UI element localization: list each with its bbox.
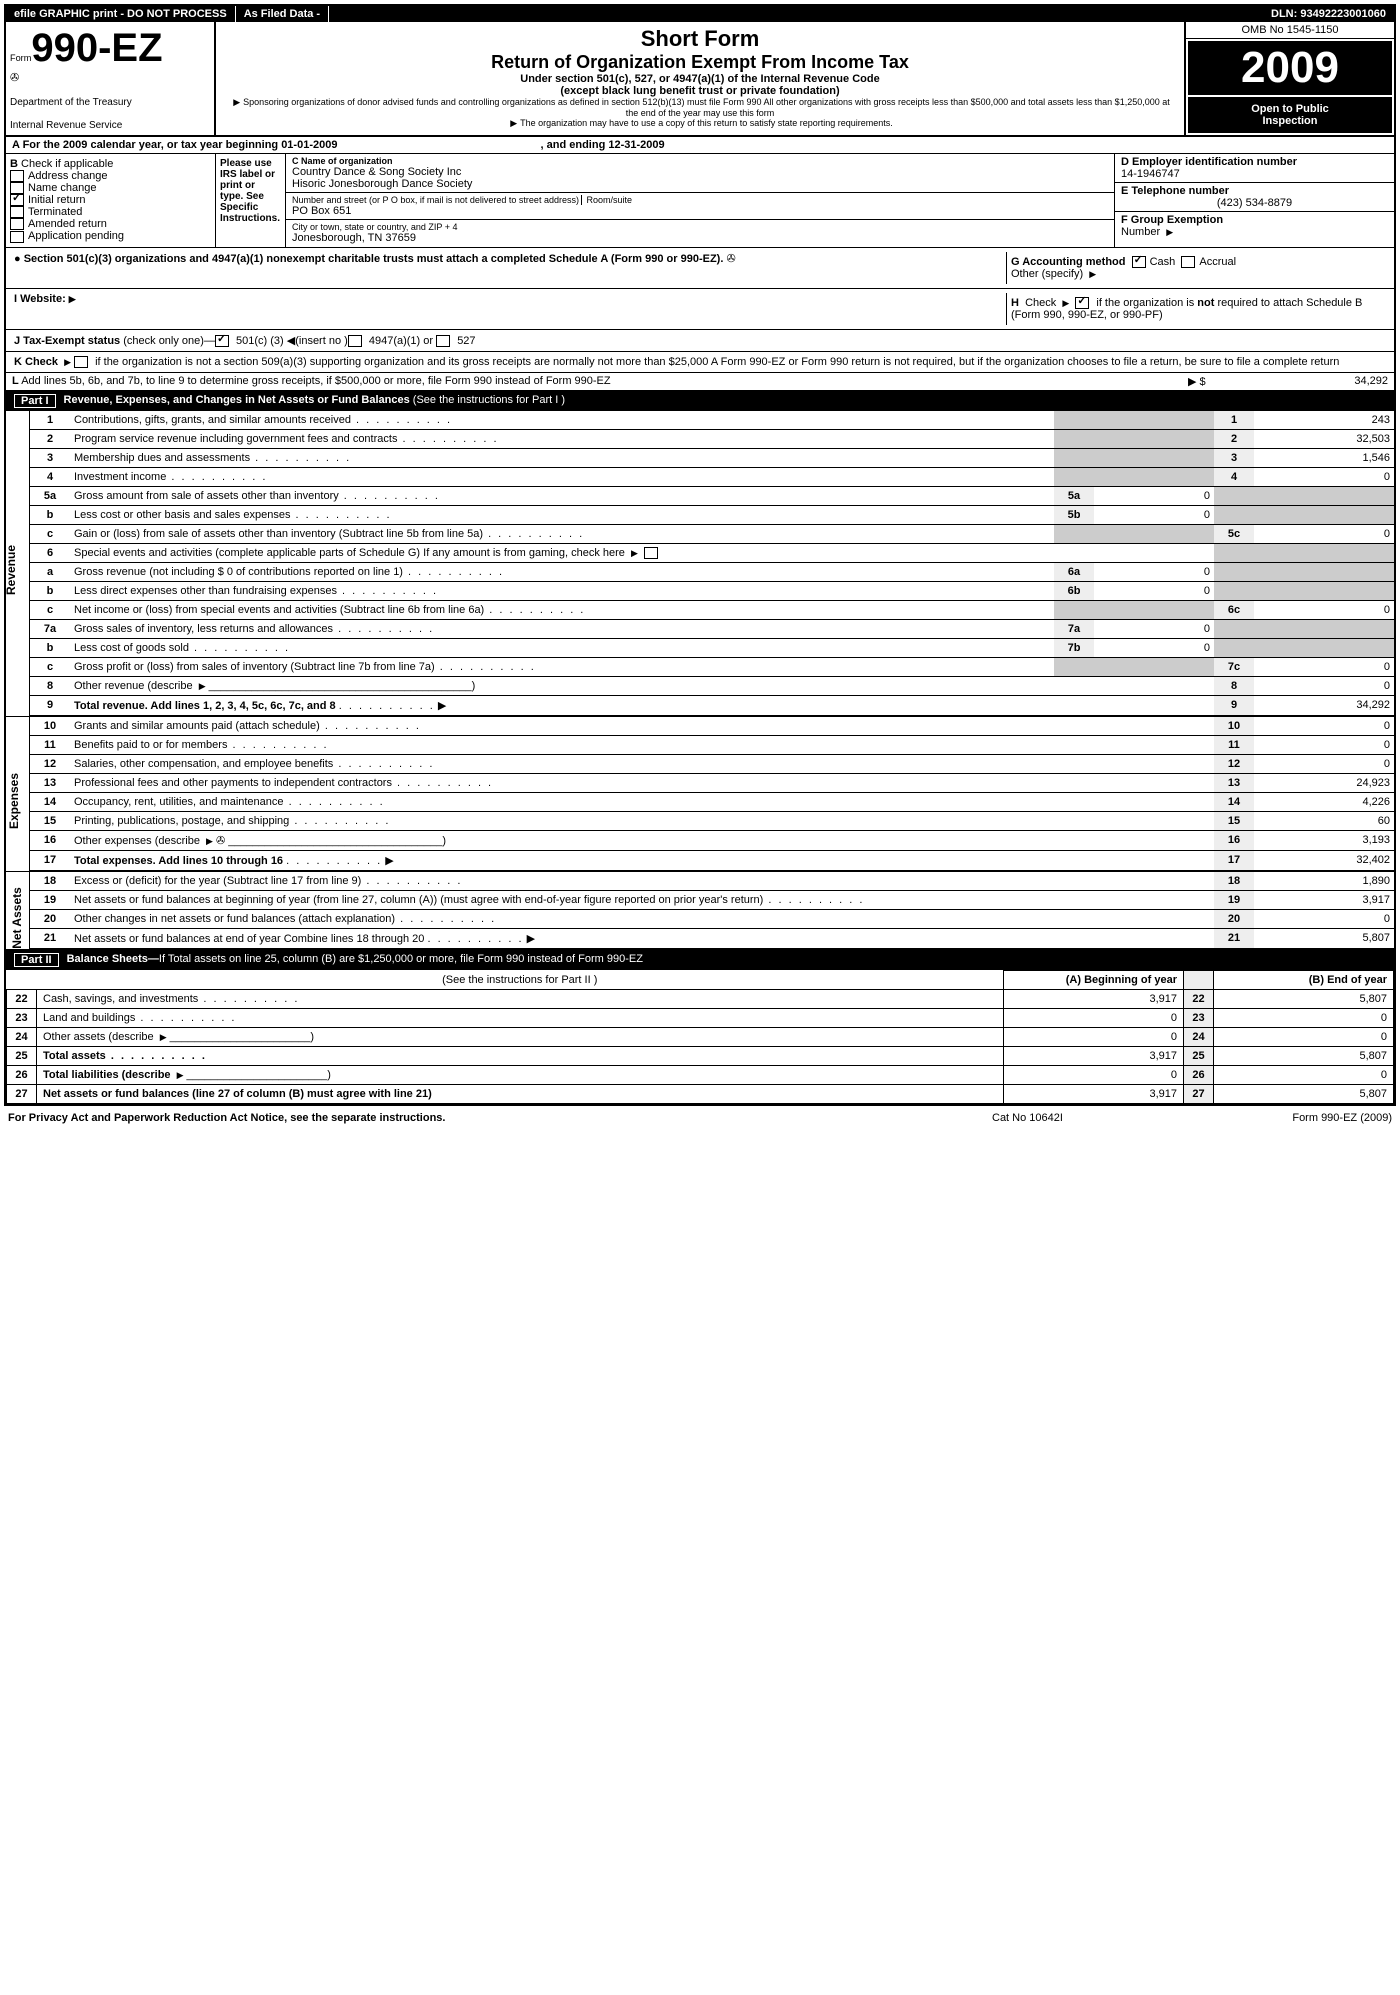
org-name-1: Country Dance & Song Society Inc	[292, 166, 1108, 178]
501c-checkbox[interactable]	[215, 335, 229, 347]
column-d: D Employer identification number 14-1946…	[1114, 154, 1394, 247]
form-ref: Form 990-EZ (2009)	[1192, 1112, 1392, 1124]
org-name-2: Hisoric Jonesborough Dance Society	[292, 178, 1108, 190]
please-use-label: Please use IRS label or print or type. S…	[216, 154, 286, 247]
form-prefix: Form	[10, 53, 31, 63]
accrual-checkbox[interactable]	[1181, 256, 1195, 268]
sponsor-note: Sponsoring organizations of donor advise…	[224, 97, 1176, 118]
header-right: OMB No 1545-1150 2009 Open to Public Ins…	[1184, 22, 1394, 135]
revenue-section: Revenue 1Contributions, gifts, grants, a…	[6, 411, 1394, 717]
expenses-table: 10Grants and similar amounts paid (attac…	[30, 717, 1394, 871]
column-c: C Name of organization Country Dance & S…	[286, 154, 1114, 247]
gross-receipts-value: 34,292	[1248, 375, 1388, 388]
net-assets-section: Net Assets 18Excess or (deficit) for the…	[6, 872, 1394, 950]
efile-label: efile GRAPHIC print - DO NOT PROCESS	[6, 6, 236, 22]
row-l: L Add lines 5b, 6b, and 7b, to line 9 to…	[6, 373, 1394, 391]
expenses-side-label: Expenses	[7, 773, 21, 829]
initial-return-checkbox[interactable]	[10, 194, 24, 206]
cash-checkbox[interactable]	[1132, 256, 1146, 268]
short-form-label: Short Form	[224, 26, 1176, 52]
form-990ez: efile GRAPHIC print - DO NOT PROCESS As …	[4, 4, 1396, 1106]
amended-return-checkbox[interactable]	[10, 218, 24, 230]
arrow-icon	[61, 356, 74, 368]
arrow-icon	[66, 293, 79, 305]
row-j: J Tax-Exempt status (check only one)— 50…	[6, 330, 1394, 352]
dept-treasury: Department of the Treasury	[10, 97, 210, 108]
page-footer: For Privacy Act and Paperwork Reduction …	[0, 1110, 1400, 1126]
row-a: A For the 2009 calendar year, or tax yea…	[6, 137, 1394, 154]
net-assets-table: 18Excess or (deficit) for the year (Subt…	[30, 872, 1394, 949]
street-value: PO Box 651	[292, 205, 1108, 217]
form-title: Return of Organization Exempt From Incom…	[224, 52, 1176, 73]
bs-row-23: 23Land and buildings0230	[7, 1009, 1394, 1028]
city-label: City or town, state or country, and ZIP …	[292, 222, 1108, 232]
part-2-header: Part II Balance Sheets— If Total assets …	[6, 950, 1394, 970]
bs-row-26: 26Total liabilities (describe __________…	[7, 1066, 1394, 1085]
schedule-b-checkbox[interactable]	[1075, 297, 1089, 309]
application-pending-checkbox[interactable]	[10, 231, 24, 243]
top-bar: efile GRAPHIC print - DO NOT PROCESS As …	[6, 6, 1394, 22]
as-filed-label: As Filed Data -	[236, 6, 329, 22]
attachment-icon: ✇	[726, 253, 735, 265]
4947-checkbox[interactable]	[348, 335, 362, 347]
tax-year: 2009	[1188, 41, 1392, 95]
bs-row-27: 27Net assets or fund balances (line 27 o…	[7, 1085, 1394, 1104]
section-bcd: B Check if applicable Address change Nam…	[6, 154, 1394, 248]
street-label: Number and street (or P O box, if mail i…	[292, 195, 1108, 205]
phone-value: (423) 534-8879	[1121, 197, 1388, 209]
expenses-section: Expenses 10Grants and similar amounts pa…	[6, 717, 1394, 872]
revenue-side-label: Revenue	[4, 545, 18, 595]
subtitle-1: Under section 501(c), 527, or 4947(a)(1)…	[224, 73, 1176, 85]
row-i-website: I Website: H Check if the organization i…	[6, 289, 1394, 330]
arrow-icon	[1163, 226, 1176, 238]
column-b: B Check if applicable Address change Nam…	[6, 154, 216, 247]
net-assets-side-label: Net Assets	[10, 887, 24, 949]
subtitle-2: (except black lung benefit trust or priv…	[224, 85, 1176, 97]
form-number: 990-EZ	[31, 26, 162, 70]
arrow-icon	[507, 118, 520, 128]
open-inspection-badge: Open to Public Inspection	[1188, 97, 1392, 133]
527-checkbox[interactable]	[436, 335, 450, 347]
bs-row-22: 22Cash, savings, and investments3,917225…	[7, 990, 1394, 1009]
terminated-checkbox[interactable]	[10, 206, 24, 218]
balance-sheet-table: (See the instructions for Part II ) (A) …	[6, 970, 1394, 1104]
arrow-icon	[1086, 268, 1099, 280]
section-501-note: ● Section 501(c)(3) organizations and 49…	[6, 248, 1394, 289]
address-change-checkbox[interactable]	[10, 170, 24, 182]
omb-number: OMB No 1545-1150	[1186, 22, 1394, 39]
revenue-table: 1Contributions, gifts, grants, and simil…	[30, 411, 1394, 716]
header-middle: Short Form Return of Organization Exempt…	[216, 22, 1184, 135]
arrow-icon	[1059, 297, 1072, 309]
dln-label: DLN: 93492223001060	[1263, 6, 1394, 22]
cat-number: Cat No 10642I	[992, 1112, 1192, 1124]
privacy-notice: For Privacy Act and Paperwork Reduction …	[8, 1112, 992, 1124]
part-1-header: Part I Revenue, Expenses, and Changes in…	[6, 391, 1394, 411]
group-exemption-label: F Group Exemption	[1121, 214, 1223, 226]
bs-row-25: 25Total assets3,917255,807	[7, 1047, 1394, 1066]
phone-label: E Telephone number	[1121, 185, 1388, 197]
form-header: Form990-EZ ✇ Department of the Treasury …	[6, 22, 1394, 137]
bs-row-24: 24Other assets (describe _______________…	[7, 1028, 1394, 1047]
row-k-checkbox[interactable]	[74, 356, 88, 368]
ein-value: 14-1946747	[1121, 168, 1388, 180]
ein-label: D Employer identification number	[1121, 156, 1388, 168]
org-name-label: C Name of organization	[292, 156, 1108, 166]
dept-irs: Internal Revenue Service	[10, 120, 210, 131]
irs-eagle-icon: ✇	[10, 71, 210, 84]
gaming-checkbox[interactable]	[644, 547, 658, 559]
row-k: K Check if the organization is not a sec…	[6, 352, 1394, 373]
header-left: Form990-EZ ✇ Department of the Treasury …	[6, 22, 216, 135]
arrow-icon	[230, 97, 243, 107]
city-value: Jonesborough, TN 37659	[292, 232, 1108, 244]
copy-note: The organization may have to use a copy …	[224, 118, 1176, 129]
